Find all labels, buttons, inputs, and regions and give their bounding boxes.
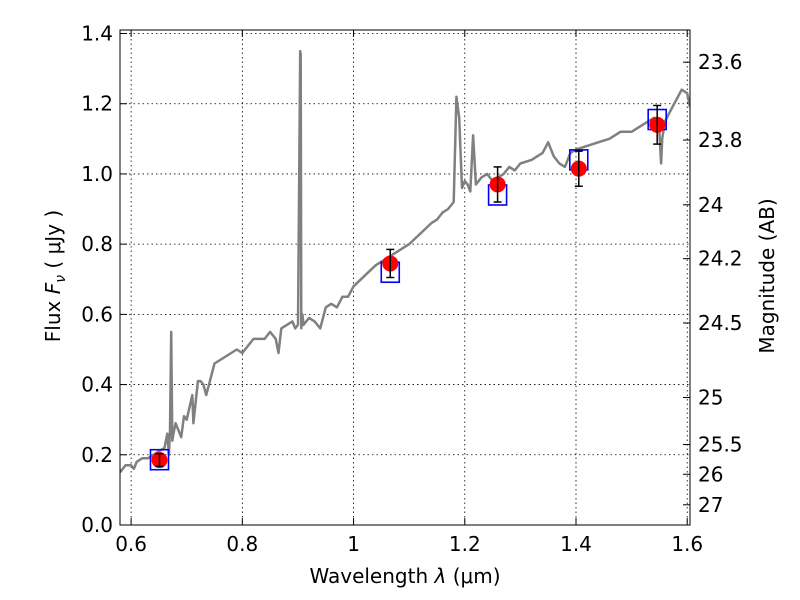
y2-tick-label: 27 <box>698 493 723 517</box>
y2-tick-label: 26 <box>698 462 723 486</box>
y-tick-label: 0.2 <box>81 443 113 467</box>
grid <box>120 30 690 526</box>
y-tick-label: 1.2 <box>81 92 113 116</box>
y2-tick-label: 24 <box>698 193 723 217</box>
model-photometry-box <box>149 448 170 471</box>
y-tick-label: 0.0 <box>81 513 113 537</box>
x-axis-label-symbol: λ <box>434 564 447 588</box>
x-axis-label-text: Wavelength <box>309 564 428 588</box>
axes-ticks: 0.6 0.8 1 1.2 1.4 1.6 0.0 0.2 0.4 0.6 0.8 1.0 1.2 1.4… <box>81 22 742 556</box>
y2-tick-label: 23.6 <box>698 50 743 74</box>
y-axis-label-text: Flux <box>41 300 65 342</box>
y-tick-label: 1.4 <box>81 22 113 46</box>
y2-tick-label: 23.8 <box>698 128 743 152</box>
y-axis-label-subscript: ν <box>53 275 69 283</box>
y2-axis-label: Magnitude (AB) <box>755 198 779 353</box>
y-tick-label: 1.0 <box>81 162 113 186</box>
x-axis-label-unit: (μm) <box>453 564 501 588</box>
y-axis-label: Flux Fν ( μJy ) <box>41 210 70 342</box>
x-tick-label: 1.4 <box>560 532 592 556</box>
y2-tick-label: 24.5 <box>698 311 743 335</box>
y-axis-label-unit: ( μJy ) <box>41 210 65 269</box>
y-tick-label: 0.6 <box>81 302 113 326</box>
x-axis-label: Wavelength λ (μm) <box>309 564 500 588</box>
plot-area <box>120 49 690 474</box>
y-axis-label-symbol: F <box>41 282 65 294</box>
x-tick-label: 1 <box>347 532 360 556</box>
y2-tick-label: 24.2 <box>698 247 743 271</box>
plot-frame <box>119 29 691 526</box>
y2-tick-label: 25.5 <box>698 433 743 457</box>
x-tick-label: 0.8 <box>226 532 258 556</box>
x-tick-label: 0.6 <box>115 532 147 556</box>
y-tick-label: 0.8 <box>81 232 113 256</box>
spectrum-line <box>120 49 690 474</box>
x-tick-label: 1.2 <box>449 532 481 556</box>
y2-tick-label: 25 <box>698 386 723 410</box>
x-tick-label: 1.6 <box>671 532 703 556</box>
y-tick-label: 0.4 <box>81 373 113 397</box>
